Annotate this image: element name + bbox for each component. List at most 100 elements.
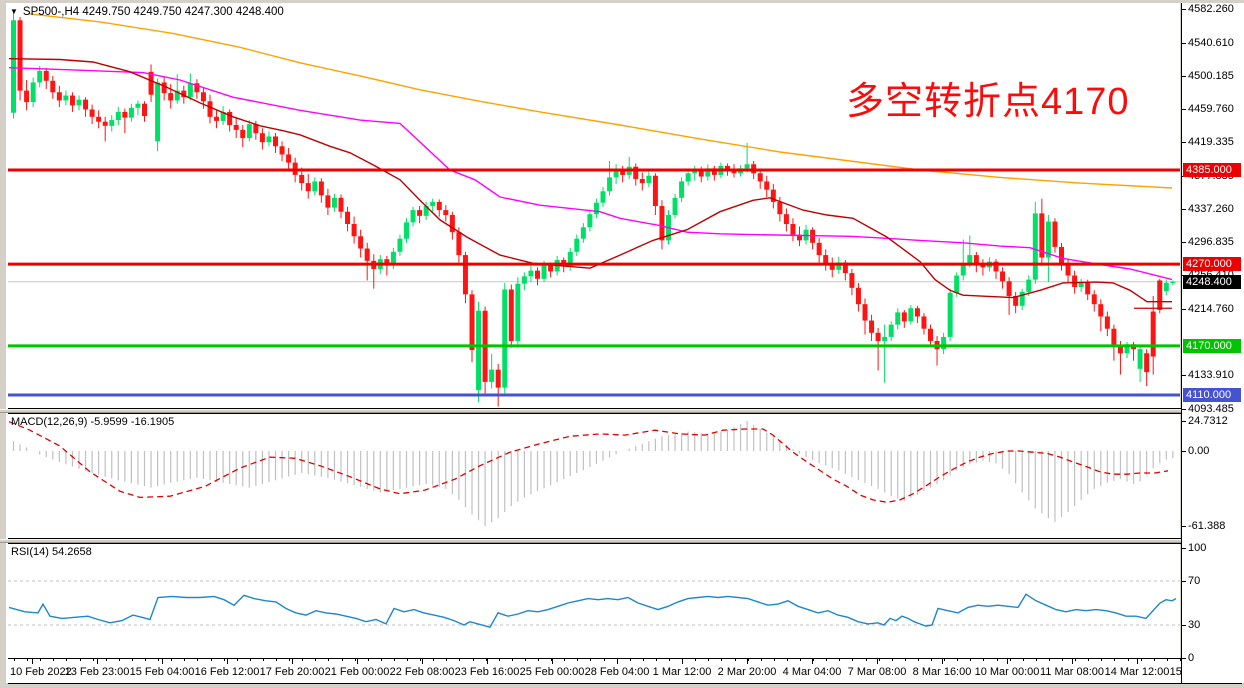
candlestick xyxy=(266,131,272,147)
candlestick xyxy=(692,165,698,181)
candlestick xyxy=(574,234,580,256)
time-minor-tick xyxy=(459,659,461,661)
macd-signal-line[interactable] xyxy=(8,421,1169,503)
time-major-tick xyxy=(32,659,33,664)
chart-title: ▼ SP500-,H4 4249.750 4249.750 4247.300 42… xyxy=(10,6,284,18)
candlestick xyxy=(214,110,220,129)
candlestick xyxy=(502,282,508,394)
time-minor-tick xyxy=(917,659,919,661)
time-major-tick xyxy=(97,659,98,664)
time-minor-tick xyxy=(708,659,710,661)
candlestick xyxy=(489,354,495,389)
time-minor-tick xyxy=(131,659,133,661)
price-label-badge: 4270.000 xyxy=(1183,257,1241,272)
candlestick xyxy=(744,142,750,173)
time-axis-label: 28 Feb 04:00 xyxy=(584,666,650,678)
time-minor-tick xyxy=(354,659,356,661)
candlestick xyxy=(246,120,252,142)
time-major-tick xyxy=(942,659,943,664)
price-chart-panel[interactable] xyxy=(8,3,1180,408)
candlestick xyxy=(1170,280,1176,286)
window-border-top xyxy=(0,0,1244,3)
axis-tick xyxy=(1182,451,1186,452)
candlestick xyxy=(607,160,613,196)
candlestick xyxy=(921,313,927,335)
candlestick xyxy=(1032,201,1038,284)
candlestick xyxy=(1006,277,1012,315)
time-axis[interactable]: 10 Feb 2022 13 Feb 23:00 15 Feb 04:00 16 Fe… xyxy=(8,659,1244,683)
panel-separator-line xyxy=(8,658,1242,659)
time-minor-tick xyxy=(577,659,579,661)
time-axis-label: 10 Feb 2022 xyxy=(10,666,72,678)
macd-label: MACD(12,26,9) -5.9599 -16.1905 xyxy=(11,416,175,428)
ma-fast-darkred[interactable] xyxy=(8,58,1172,303)
ma-mid-magenta[interactable] xyxy=(8,67,1173,281)
candlestick xyxy=(829,257,835,278)
rsi-scale-label: 30 xyxy=(1188,619,1201,631)
panel-splitter-macd[interactable] xyxy=(0,409,1244,413)
rsi-canvas[interactable] xyxy=(8,544,1180,658)
candlestick xyxy=(639,172,645,191)
time-minor-tick xyxy=(1153,659,1155,661)
rsi-line[interactable] xyxy=(8,593,1177,629)
candlestick xyxy=(63,90,69,106)
time-axis-label: 10 Mar 00:00 xyxy=(974,666,1040,678)
candlestick xyxy=(973,251,979,273)
time-minor-tick xyxy=(655,659,657,661)
candlestick xyxy=(783,208,789,232)
time-minor-tick xyxy=(1009,659,1011,661)
candlestick xyxy=(1144,349,1150,387)
time-minor-tick xyxy=(538,659,539,661)
axis-tick xyxy=(1182,309,1186,311)
time-minor-tick xyxy=(105,659,107,661)
chart-dropdown-icon[interactable]: ▼ xyxy=(10,7,18,16)
candlestick xyxy=(672,193,678,219)
candlestick xyxy=(816,237,822,263)
time-minor-tick xyxy=(1114,659,1116,661)
macd-canvas[interactable] xyxy=(8,414,1180,538)
time-minor-tick xyxy=(747,659,749,661)
candlestick xyxy=(410,206,416,227)
time-minor-tick xyxy=(498,659,500,661)
candlestick xyxy=(620,165,626,183)
time-axis-label: 4 Mar 04:00 xyxy=(782,666,842,678)
axis-tick xyxy=(1182,375,1186,377)
price-scale-label: 4582.260 xyxy=(1188,2,1234,15)
candlestick xyxy=(240,124,246,148)
price-axis[interactable]: 4582.260 4540.610 4500.185 4459.760 4419.335… xyxy=(1181,3,1244,683)
candlestick xyxy=(358,229,364,258)
axis-tick xyxy=(1182,658,1186,659)
annotation-text: 多空转折点4170 xyxy=(846,81,1130,123)
candlestick xyxy=(1124,341,1130,359)
time-minor-tick xyxy=(551,659,553,661)
time-axis-label: 14 Mar 12:00 xyxy=(1104,666,1170,678)
candlestick xyxy=(659,200,665,250)
rsi-panel[interactable]: RSI(14) 54.2658 xyxy=(8,544,1180,658)
candlestick xyxy=(1026,275,1032,297)
time-minor-tick xyxy=(27,659,29,661)
time-minor-tick xyxy=(1140,659,1142,661)
time-minor-tick xyxy=(524,659,526,661)
candlestick xyxy=(227,109,233,132)
price-chart-canvas[interactable] xyxy=(8,3,1180,408)
candlestick xyxy=(1157,278,1163,314)
macd-panel[interactable]: MACD(12,26,9) -5.9599 -16.1905 xyxy=(8,414,1180,538)
candlestick xyxy=(1000,267,1006,289)
candlestick xyxy=(122,108,128,134)
time-major-tick xyxy=(487,659,488,664)
price-scale-label: 4214.760 xyxy=(1188,303,1234,316)
time-minor-tick xyxy=(839,659,841,661)
time-minor-tick xyxy=(407,659,408,661)
time-minor-tick xyxy=(629,659,631,661)
time-axis-label: 23 Feb 16:00 xyxy=(454,666,520,678)
ma-slow-orange[interactable] xyxy=(27,13,1173,189)
macd-scale-label: 0.00 xyxy=(1188,445,1210,457)
axis-tick xyxy=(1182,581,1186,582)
panel-splitter-rsi[interactable] xyxy=(0,539,1244,543)
price-scale-label: 4540.610 xyxy=(1188,36,1234,49)
candlestick xyxy=(646,170,652,188)
time-minor-tick xyxy=(380,659,382,661)
time-minor-tick xyxy=(53,659,55,661)
panel-separator-line xyxy=(8,543,1242,544)
time-minor-tick xyxy=(118,659,120,661)
